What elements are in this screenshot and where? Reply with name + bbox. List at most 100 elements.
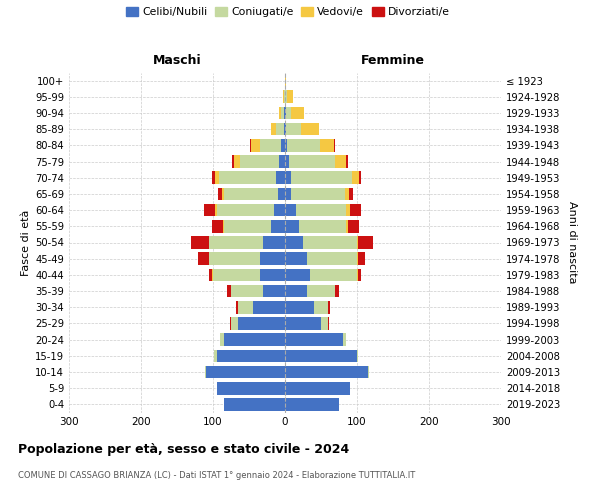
Bar <box>285 204 296 216</box>
Bar <box>358 236 373 249</box>
Bar <box>206 366 285 378</box>
Bar <box>205 204 215 216</box>
Bar <box>296 204 346 216</box>
Bar <box>303 236 357 249</box>
Bar <box>285 155 289 168</box>
Bar <box>212 268 213 281</box>
Bar <box>215 204 217 216</box>
Bar <box>281 139 285 151</box>
Bar <box>343 334 346 346</box>
Bar <box>334 139 335 151</box>
Bar <box>260 139 281 151</box>
Bar <box>238 317 285 330</box>
Bar <box>285 301 314 314</box>
Bar <box>291 172 352 184</box>
Bar <box>285 90 287 103</box>
Bar <box>285 236 303 249</box>
Bar <box>285 398 339 410</box>
Bar <box>286 123 301 136</box>
Bar <box>212 220 223 232</box>
Bar <box>263 236 285 249</box>
Bar <box>213 268 260 281</box>
Bar <box>285 139 287 151</box>
Bar <box>346 220 349 232</box>
Bar <box>283 90 284 103</box>
Bar <box>284 90 285 103</box>
Bar <box>310 268 357 281</box>
Bar <box>285 382 350 394</box>
Bar <box>307 285 335 298</box>
Bar <box>346 155 347 168</box>
Bar <box>301 123 319 136</box>
Bar <box>234 155 239 168</box>
Bar <box>224 398 285 410</box>
Text: Popolazione per età, sesso e stato civile - 2024: Popolazione per età, sesso e stato civil… <box>18 442 349 456</box>
Bar <box>209 268 212 281</box>
Text: COMUNE DI CASSAGO BRIANZA (LC) - Dati ISTAT 1° gennaio 2024 - Elaborazione TUTTI: COMUNE DI CASSAGO BRIANZA (LC) - Dati IS… <box>18 471 415 480</box>
Bar <box>217 350 285 362</box>
Bar <box>231 285 263 298</box>
Text: Maschi: Maschi <box>152 54 202 68</box>
Bar <box>321 317 328 330</box>
Bar <box>349 188 353 200</box>
Bar <box>285 334 343 346</box>
Bar <box>277 123 284 136</box>
Bar <box>285 268 310 281</box>
Bar <box>286 106 292 120</box>
Y-axis label: Anni di nascita: Anni di nascita <box>567 201 577 283</box>
Bar <box>191 236 209 249</box>
Bar <box>217 204 274 216</box>
Bar <box>209 252 260 265</box>
Bar <box>345 188 349 200</box>
Bar <box>349 220 359 232</box>
Bar <box>232 155 234 168</box>
Bar <box>281 106 284 120</box>
Bar <box>198 252 209 265</box>
Bar <box>285 74 286 87</box>
Bar <box>299 220 346 232</box>
Bar <box>278 106 281 120</box>
Bar <box>292 106 304 120</box>
Bar <box>220 334 224 346</box>
Bar <box>263 285 285 298</box>
Bar <box>357 268 358 281</box>
Bar <box>335 285 339 298</box>
Bar <box>217 382 285 394</box>
Bar <box>285 220 299 232</box>
Y-axis label: Fasce di età: Fasce di età <box>21 210 31 276</box>
Bar <box>287 139 320 151</box>
Bar <box>250 139 251 151</box>
Bar <box>285 285 307 298</box>
Bar <box>285 106 286 120</box>
Bar <box>230 317 231 330</box>
Bar <box>284 106 285 120</box>
Bar <box>231 317 238 330</box>
Bar <box>285 188 291 200</box>
Bar <box>328 317 329 330</box>
Bar <box>224 220 271 232</box>
Bar <box>260 268 285 281</box>
Bar <box>236 301 238 314</box>
Bar <box>328 301 329 314</box>
Bar <box>285 317 321 330</box>
Bar <box>277 172 285 184</box>
Bar <box>227 285 231 298</box>
Bar <box>212 172 215 184</box>
Bar <box>359 172 361 184</box>
Bar <box>335 155 346 168</box>
Bar <box>260 252 285 265</box>
Bar <box>285 366 368 378</box>
Bar <box>284 123 285 136</box>
Bar <box>346 204 350 216</box>
Bar <box>352 172 359 184</box>
Bar <box>223 220 224 232</box>
Bar <box>285 123 286 136</box>
Bar <box>357 350 358 362</box>
Bar <box>285 172 291 184</box>
Bar <box>251 139 260 151</box>
Bar <box>224 188 278 200</box>
Bar <box>271 220 285 232</box>
Bar <box>271 123 277 136</box>
Bar <box>215 172 219 184</box>
Text: Femmine: Femmine <box>361 54 425 68</box>
